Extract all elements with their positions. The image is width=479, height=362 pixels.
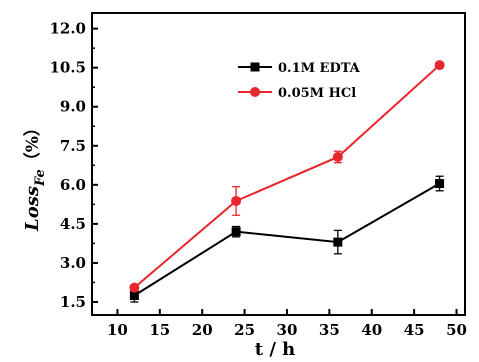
y-tick-label: 1.5 — [60, 293, 86, 311]
y-tick-label: 6.0 — [60, 176, 86, 194]
data-point — [129, 290, 139, 300]
data-point — [435, 179, 445, 189]
y-axis-ticks: 1.5 3.0 4.5 6.0 7.5 9.0 10.5 12.0 — [49, 20, 98, 311]
series-0 — [129, 175, 445, 303]
x-axis-title: t / h — [255, 339, 296, 360]
svg-text:LossFe（%）: LossFe（%） — [22, 119, 48, 232]
x-tick-label: 20 — [192, 321, 213, 339]
data-point — [231, 195, 242, 206]
series-line — [133, 64, 441, 289]
y-tick-label: 10.5 — [49, 59, 86, 77]
legend: 0.1M EDTA 0.05M HCl — [238, 61, 361, 101]
x-tick-label: 50 — [446, 321, 467, 339]
y-axis-title-unit: （%） — [22, 119, 43, 169]
y-tick-label: 9.0 — [60, 98, 86, 116]
data-point — [434, 60, 445, 71]
axes-frame — [91, 12, 466, 316]
series-layer — [129, 60, 445, 303]
y-axis-title-sub: Fe — [33, 169, 48, 187]
data-point — [333, 237, 343, 247]
legend-marker — [250, 62, 260, 72]
series-line — [133, 182, 441, 297]
legend-label: 0.1M EDTA — [278, 61, 361, 76]
y-axis-title: LossFe（%） — [22, 119, 48, 232]
data-point — [129, 282, 140, 293]
x-tick-label: 45 — [404, 321, 425, 339]
plot-border — [91, 12, 466, 316]
y-tick-label: 7.5 — [60, 137, 86, 155]
legend-marker — [250, 87, 260, 97]
x-tick-label: 15 — [149, 321, 170, 339]
x-axis-ticks: 10 15 20 25 30 35 40 45 50 — [107, 309, 467, 339]
y-axis-title-main: Loss — [22, 186, 43, 232]
x-tick-label: 25 — [234, 321, 255, 339]
y-tick-label: 4.5 — [60, 215, 86, 233]
x-tick-label: 30 — [277, 321, 298, 339]
legend-label: 0.05M HCl — [278, 86, 356, 101]
data-point — [231, 227, 241, 237]
y-tick-label: 3.0 — [60, 254, 86, 272]
x-tick-label: 35 — [319, 321, 340, 339]
y-tick-label: 12.0 — [49, 20, 86, 38]
series-1 — [129, 60, 445, 293]
x-tick-label: 10 — [107, 321, 128, 339]
data-point — [332, 151, 343, 162]
x-tick-label: 40 — [361, 321, 382, 339]
